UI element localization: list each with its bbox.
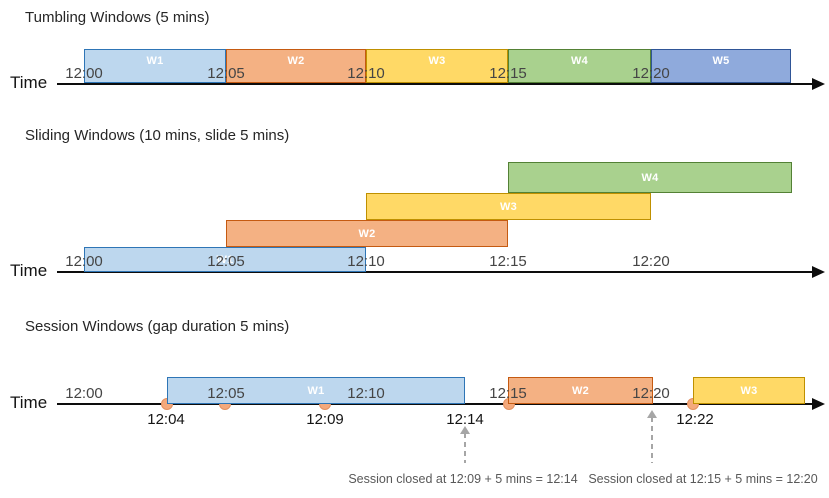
time-axis-label: Time <box>10 393 48 412</box>
session-close-annotation: Session closed at 12:15 + 5 mins = 12:20 <box>588 472 818 486</box>
window-w2: W2 <box>226 220 508 247</box>
tick-label: 12:05 <box>207 253 245 270</box>
window-label: W3 <box>500 200 517 213</box>
session-close-arrow-icon <box>460 426 470 463</box>
window-label: W5 <box>712 55 730 67</box>
window-w2: W2 <box>226 49 366 83</box>
tick-label: 12:10 <box>347 65 385 82</box>
tick-label: 12:05 <box>207 385 245 402</box>
window-w3: W3 <box>366 49 508 83</box>
section-title: Session Windows (gap duration 5 mins) <box>25 318 290 335</box>
window-w3: W3 <box>366 193 651 220</box>
tick-label: 12:20 <box>632 385 670 402</box>
window-w4: W4 <box>508 49 651 83</box>
event-time-label: 12:22 <box>676 411 714 428</box>
tick-label: 12:10 <box>347 253 385 270</box>
timeline <box>57 403 812 405</box>
arrowhead-icon <box>460 426 470 434</box>
timeline <box>57 83 812 85</box>
window-label: W3 <box>428 55 446 67</box>
time-axis-label: Time <box>10 73 48 92</box>
tick-label: 12:00 <box>65 385 103 402</box>
window-label: W4 <box>571 55 588 67</box>
window-w4: W4 <box>508 162 792 193</box>
event-time-label: 12:04 <box>147 411 185 428</box>
arrowhead-icon <box>647 410 657 418</box>
window-w5: W5 <box>651 49 791 83</box>
tick-label: 12:15 <box>489 253 527 270</box>
window-label: W2 <box>572 384 589 397</box>
tick-label: 12:10 <box>347 385 385 402</box>
tick-label: 12:00 <box>65 253 103 270</box>
tick-label: 12:15 <box>489 385 527 402</box>
event-time-label: 12:14 <box>446 411 484 428</box>
session-close-arrow-icon <box>647 410 657 463</box>
tick-label: 12:00 <box>65 65 103 82</box>
window-w3: W3 <box>693 377 805 404</box>
window-w1: W1 <box>167 377 465 404</box>
window-label: W1 <box>216 253 234 266</box>
tick-label: 12:20 <box>632 65 670 82</box>
tick-label: 12:15 <box>489 65 527 82</box>
time-axis-label: Time <box>10 261 48 280</box>
session-close-annotation: Session closed at 12:09 + 5 mins = 12:14 <box>348 472 578 486</box>
timeline-arrowhead-icon <box>812 78 825 90</box>
window-w2: W2 <box>508 377 653 404</box>
window-label: W1 <box>146 55 164 67</box>
window-w1: W1 <box>84 247 366 272</box>
tick-label: 12:05 <box>207 65 245 82</box>
section-title: Tumbling Windows (5 mins) <box>25 9 210 26</box>
timeline-arrowhead-icon <box>812 398 825 410</box>
window-label: W3 <box>740 384 758 397</box>
timeline <box>57 271 812 273</box>
window-label: W2 <box>287 55 305 67</box>
window-w1: W1 <box>84 49 226 83</box>
event-time-label: 12:09 <box>306 411 344 428</box>
window-label: W2 <box>358 227 376 240</box>
section-title: Sliding Windows (10 mins, slide 5 mins) <box>25 127 290 144</box>
tick-label: 12:20 <box>632 253 670 270</box>
timeline-arrowhead-icon <box>812 266 825 278</box>
window-label: W4 <box>641 171 659 184</box>
window-label: W1 <box>307 384 325 397</box>
